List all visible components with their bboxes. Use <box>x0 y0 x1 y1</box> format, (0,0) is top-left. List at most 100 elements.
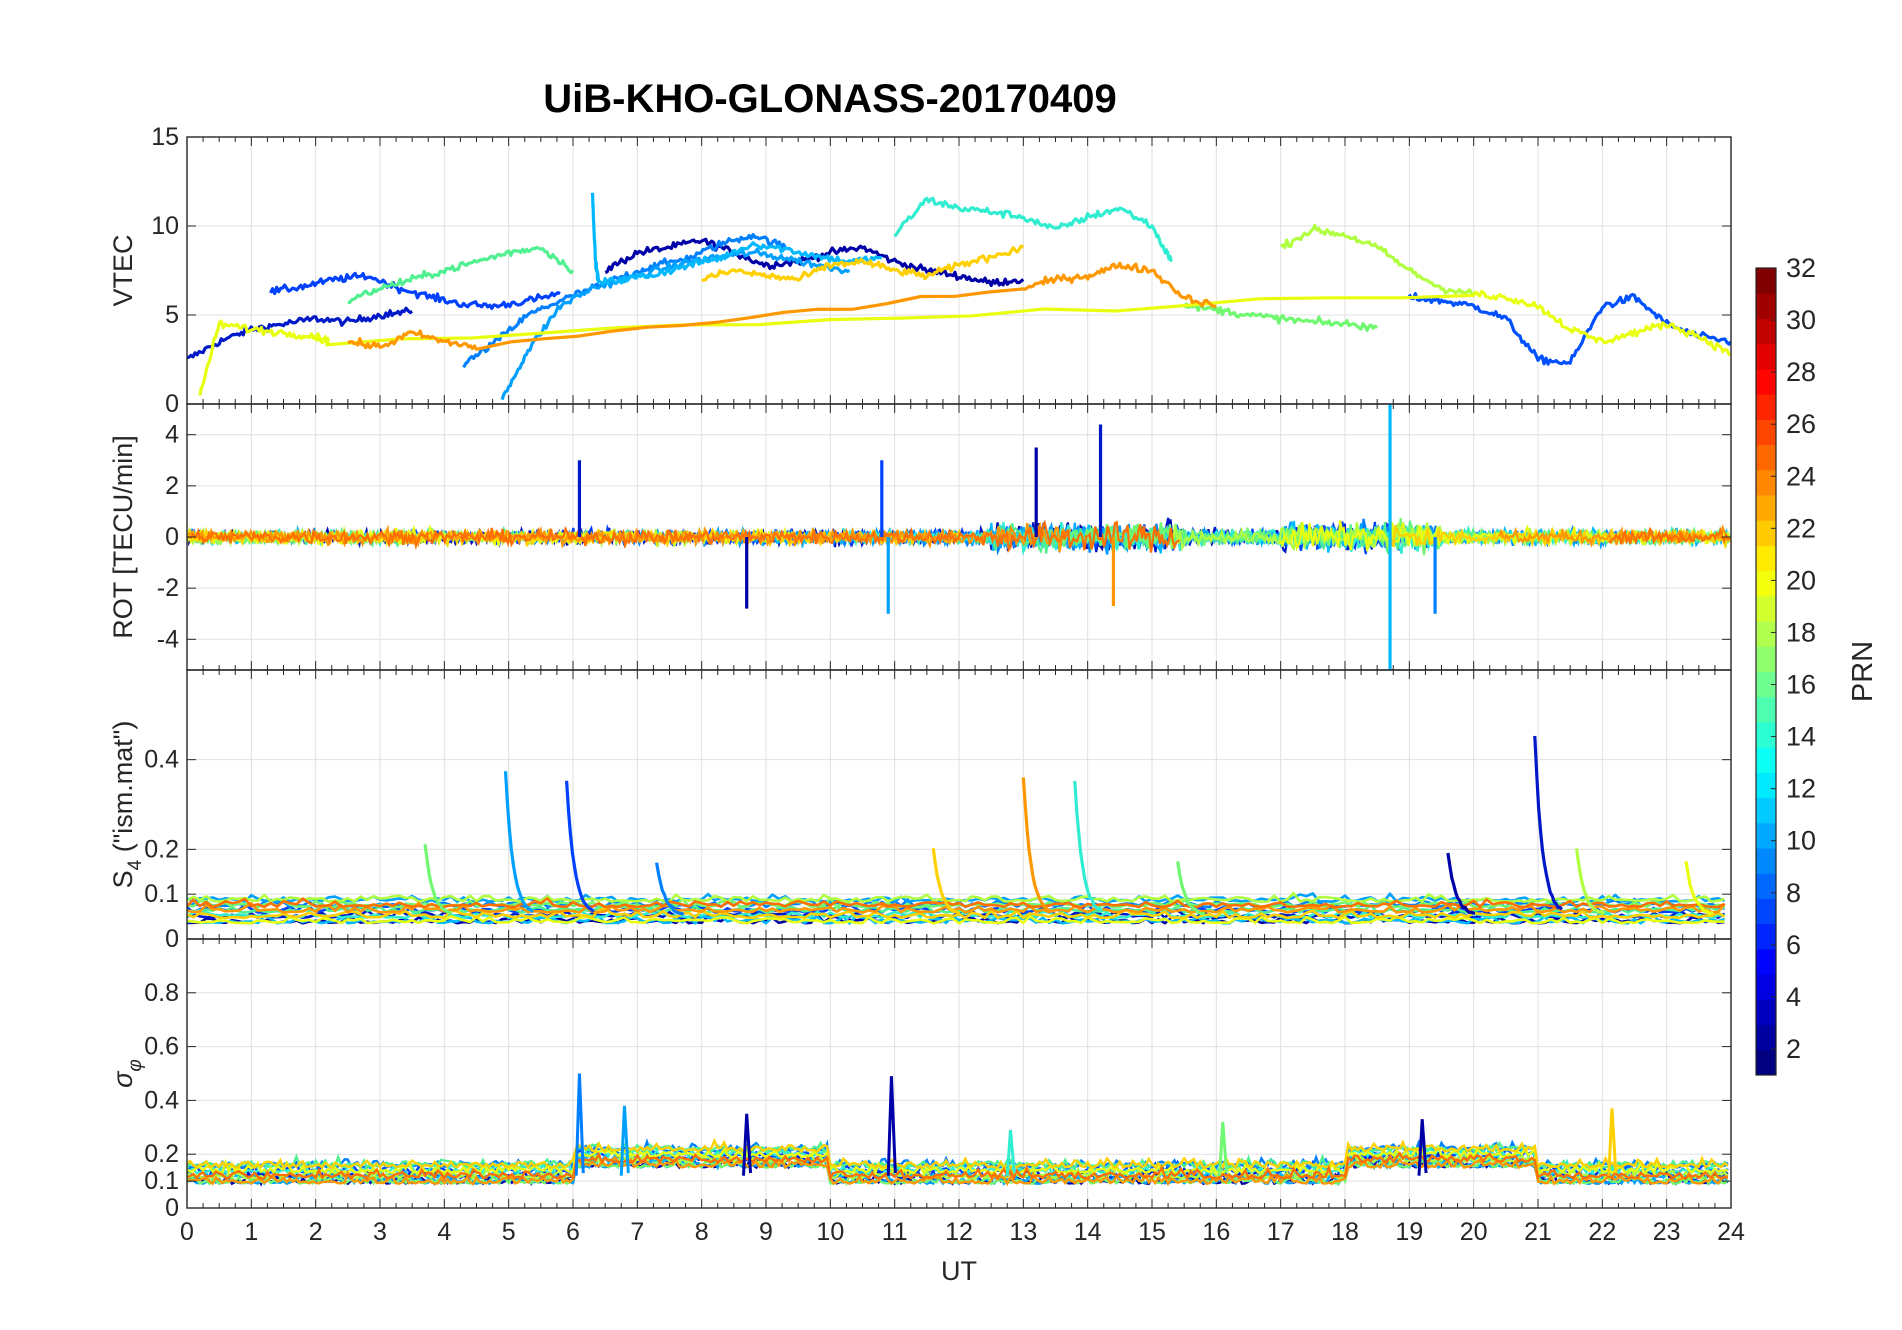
colorbar-segment <box>1756 747 1776 773</box>
colorbar-segment <box>1756 343 1776 370</box>
y-tick-label: 2 <box>165 472 179 500</box>
plot-area <box>187 1073 1729 1187</box>
y-tick-label: 15 <box>151 123 179 151</box>
series-line-prn-22 <box>701 244 1025 283</box>
rot-trace <box>187 521 1072 553</box>
colorbar-segment <box>1756 268 1776 294</box>
colorbar-segment <box>1756 444 1776 471</box>
series-line-prn-15 <box>347 245 575 304</box>
x-tick-label: 14 <box>1074 1218 1102 1246</box>
y-tick-label: 0.4 <box>144 746 179 774</box>
y-tick-label: 0 <box>165 523 179 551</box>
x-tick-label: 5 <box>502 1218 516 1246</box>
sigma-peak <box>1607 1108 1618 1176</box>
colorbar-tick-label: 24 <box>1786 461 1816 491</box>
s4-trace <box>187 914 1725 925</box>
x-tick-label: 11 <box>882 1218 908 1246</box>
sigma-peak <box>1005 1129 1016 1176</box>
colorbar-tick-label: 18 <box>1786 617 1816 647</box>
colorbar-segment <box>1756 621 1776 647</box>
x-ticks <box>186 404 1732 670</box>
y-tick-label: 4 <box>165 421 179 449</box>
colorbar-segment <box>1756 772 1776 799</box>
x-tick-label: 13 <box>1009 1218 1037 1246</box>
sigma-peak <box>1417 1119 1428 1176</box>
colorbar-segment <box>1756 570 1776 597</box>
rot-trace <box>187 519 1181 554</box>
plot-area <box>187 404 1731 670</box>
colorbar-tick-label: 14 <box>1786 722 1816 752</box>
y-tick-label: 0 <box>165 925 179 953</box>
colorbar-segment <box>1756 318 1776 345</box>
colorbar-tick-label: 10 <box>1786 826 1816 856</box>
grid <box>186 404 1732 670</box>
colorbar-tick-label: 30 <box>1786 305 1816 335</box>
y-tick-label: 5 <box>165 301 179 329</box>
y-tick-label: -2 <box>157 574 179 602</box>
x-tick-label: 19 <box>1395 1218 1423 1246</box>
y-tick-label: 0.6 <box>144 1033 179 1061</box>
y-tick-label: 0.1 <box>144 1167 179 1195</box>
sigma-peak <box>886 1076 897 1176</box>
colorbar-segment <box>1756 595 1776 622</box>
s4-peak <box>1446 852 1476 915</box>
series-line-prn-18 <box>1280 223 1474 296</box>
y-tick-label: 0.2 <box>144 835 179 863</box>
x-tick-label: 2 <box>309 1218 323 1246</box>
x-ticks <box>186 939 1732 1208</box>
colorbar-tick-label: 4 <box>1786 982 1801 1012</box>
sigma-trace <box>187 1151 1729 1181</box>
panel-rot: -4 -2 0 2 4 ROT [TECU/min] <box>108 403 1732 671</box>
colorbar-segment <box>1756 494 1776 521</box>
y-tick-label: -4 <box>157 625 179 653</box>
colorbar-tick-label: 6 <box>1786 930 1801 960</box>
y-tick-label: 0.8 <box>144 979 179 1007</box>
colorbar-segment <box>1756 873 1776 899</box>
colorbar-segment <box>1756 797 1776 824</box>
colorbar-segment <box>1756 1049 1776 1076</box>
x-tick-label: 20 <box>1460 1218 1488 1246</box>
colorbar-segment <box>1756 898 1776 925</box>
y-tick-label: 0.2 <box>144 1140 179 1168</box>
colorbar-segment <box>1756 545 1776 572</box>
x-tick-label: 15 <box>1138 1218 1166 1246</box>
s4-peak <box>655 862 685 916</box>
colorbar-segment <box>1756 293 1776 319</box>
series-line-prn-24 <box>347 261 1217 351</box>
s4-peak <box>1533 735 1564 911</box>
y-tick-label: 0.4 <box>144 1086 179 1114</box>
colorbar-tick-label: 2 <box>1786 1034 1801 1064</box>
s4-peak <box>423 844 453 915</box>
s4-trace <box>187 913 1725 926</box>
s4-peak <box>1575 848 1605 915</box>
series-line-prn-10 <box>500 247 851 401</box>
colorbar-segment <box>1756 923 1776 950</box>
x-tick-label: 12 <box>945 1218 973 1246</box>
colorbar-frame <box>1755 267 1777 1076</box>
rot-trace <box>1608 526 1731 546</box>
sigma-peak <box>619 1105 630 1176</box>
colorbar-tick-label: 8 <box>1786 878 1801 908</box>
s4-peak <box>503 771 534 914</box>
sigma-peak <box>741 1113 753 1176</box>
x-ticks <box>186 670 1732 939</box>
colorbar-segment <box>1756 671 1776 698</box>
colorbar-tick-label: 12 <box>1786 774 1816 804</box>
y-axis-label: VTEC <box>108 234 138 306</box>
colorbar-segment <box>1756 419 1776 446</box>
x-axis-label: UT <box>941 1256 977 1286</box>
colorbar-tick-label: 32 <box>1786 253 1816 283</box>
panel-s4: 0 0.1 0.2 0.4S4 ("ism.mat") <box>108 669 1732 953</box>
x-tick-label: 0 <box>180 1218 194 1246</box>
x-tick-label: 7 <box>630 1218 644 1246</box>
y-tick-label: 10 <box>151 212 179 240</box>
colorbar-tick-label: 20 <box>1786 565 1816 595</box>
series-line-prn-5 <box>269 271 561 310</box>
x-tick-label: 9 <box>759 1218 773 1246</box>
x-tick-label: 1 <box>244 1218 258 1246</box>
x-tick-label: 23 <box>1653 1218 1681 1246</box>
x-tick-label: 6 <box>566 1218 580 1246</box>
colorbar-segment <box>1756 848 1776 874</box>
